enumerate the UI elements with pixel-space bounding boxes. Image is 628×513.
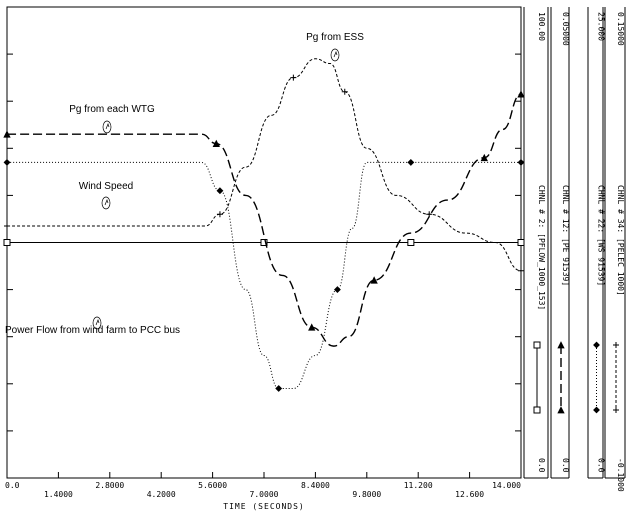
data-point [557,406,565,414]
channel-panel-0: 100.00 CHNL # 2: [PFLOW_1000_153] 0.0 [523,7,549,479]
channel-bottom-value: 0.0 [597,458,606,473]
annotation-pointer [330,48,340,62]
annotation-pointer-mark [104,198,109,206]
data-point [518,267,524,274]
data-point [3,159,11,166]
series-3 [4,58,524,274]
data-point [593,341,600,349]
annotation-pointer-mark [333,50,338,58]
annotation-label: Power Flow from wind farm to PCC bus [5,325,180,336]
x-tick-label: 14.000 [492,481,521,490]
data-point [557,341,565,349]
annotation-pointer [92,316,102,330]
data-point [290,74,297,81]
data-point [216,187,224,195]
x-tick-label: 9.8000 [352,490,381,499]
channel-top-value: 0.15000 [616,12,625,46]
annotation-pointer-mark [105,122,110,130]
channel-label: CHNL # 22: [WS 91539] [597,185,606,286]
channel-label: CHNL # 2: [PFLOW_1000_153] [537,185,546,310]
data-point [407,239,415,246]
channel-top-value: 100.00 [537,12,546,41]
data-point [593,406,600,414]
channel-bottom-value: -0.1000 [616,458,625,492]
x-tick-label: 8.4000 [301,481,330,490]
channel-panel-1: 0.05000 CHNL # 12: [PE 91539] 0.0 [550,7,570,479]
annotation-pointer-ring [102,120,112,134]
annotation-pointer [101,196,111,210]
data-point [517,159,525,166]
x-tick-label: 7.0000 [250,490,279,499]
x-axis-label: TIME (SECONDS) [223,502,304,511]
channel-label: CHNL # 12: [PE 91539] [561,185,570,286]
channel-bottom-value: 0.0 [561,458,570,473]
x-axis: 0.0 2.8000 5.6000 8.4000 11.200 14.000 1.4000 4… [5,481,521,511]
data-point [480,153,488,162]
annotation-pointer-ring [92,316,102,330]
annotation-pointer-mark [95,318,100,326]
x-tick-label: 11.200 [404,481,433,490]
data-point [334,286,341,294]
annotation-label: Pg from each WTG [69,104,155,115]
channel-top-value: 0.05000 [561,12,570,46]
data-point [260,239,268,246]
annotation-layer: Pg from ESS Pg from each WTG Wind Speed Pow… [5,32,364,336]
annotation-pointer [102,120,112,134]
series-2 [3,159,525,392]
channel-bottom-value: 0.0 [537,458,546,473]
series-line [7,161,521,390]
data-point [3,130,11,138]
series-layer [3,58,525,392]
data-point [275,385,283,392]
data-point [517,239,525,246]
x-tick-label: 4.2000 [147,490,176,499]
data-point [613,342,619,348]
data-point [212,139,220,147]
data-point [613,407,619,413]
x-tick-label: 5.6000 [198,481,227,490]
channel-top-value: 25.000 [597,12,606,41]
x-tick-label: 1.4000 [44,490,73,499]
series-1 [3,90,525,347]
data-point [533,406,541,414]
data-point [341,88,348,95]
annotation-label: Wind Speed [79,181,133,192]
x-tick-label: 2.8000 [95,481,124,490]
channel-panel-2: 25.000 CHNL # 22: [WS 91539] 0.0 [587,7,606,479]
data-point [370,276,378,284]
annotation-label: Pg from ESS [306,32,364,43]
data-point [517,90,525,98]
series-0 [3,239,525,246]
annotation-pointer-ring [330,48,340,62]
annotation-pointer-ring [101,196,111,210]
data-point [533,341,541,349]
data-point [4,223,10,230]
data-point [407,159,415,166]
data-point [308,323,316,331]
data-point [216,211,223,218]
channel-panel-3: 0.15000 CHNL # 34: [PELEC 1000] -0.1000 [604,7,626,492]
x-tick-label: 0.0 [5,481,20,490]
data-point [3,239,11,246]
series-line [7,58,522,272]
channel-label: CHNL # 34: [PELEC 1000] [616,185,625,296]
series-line [7,93,522,347]
data-point [426,211,433,218]
x-tick-label: 12.600 [455,490,484,499]
